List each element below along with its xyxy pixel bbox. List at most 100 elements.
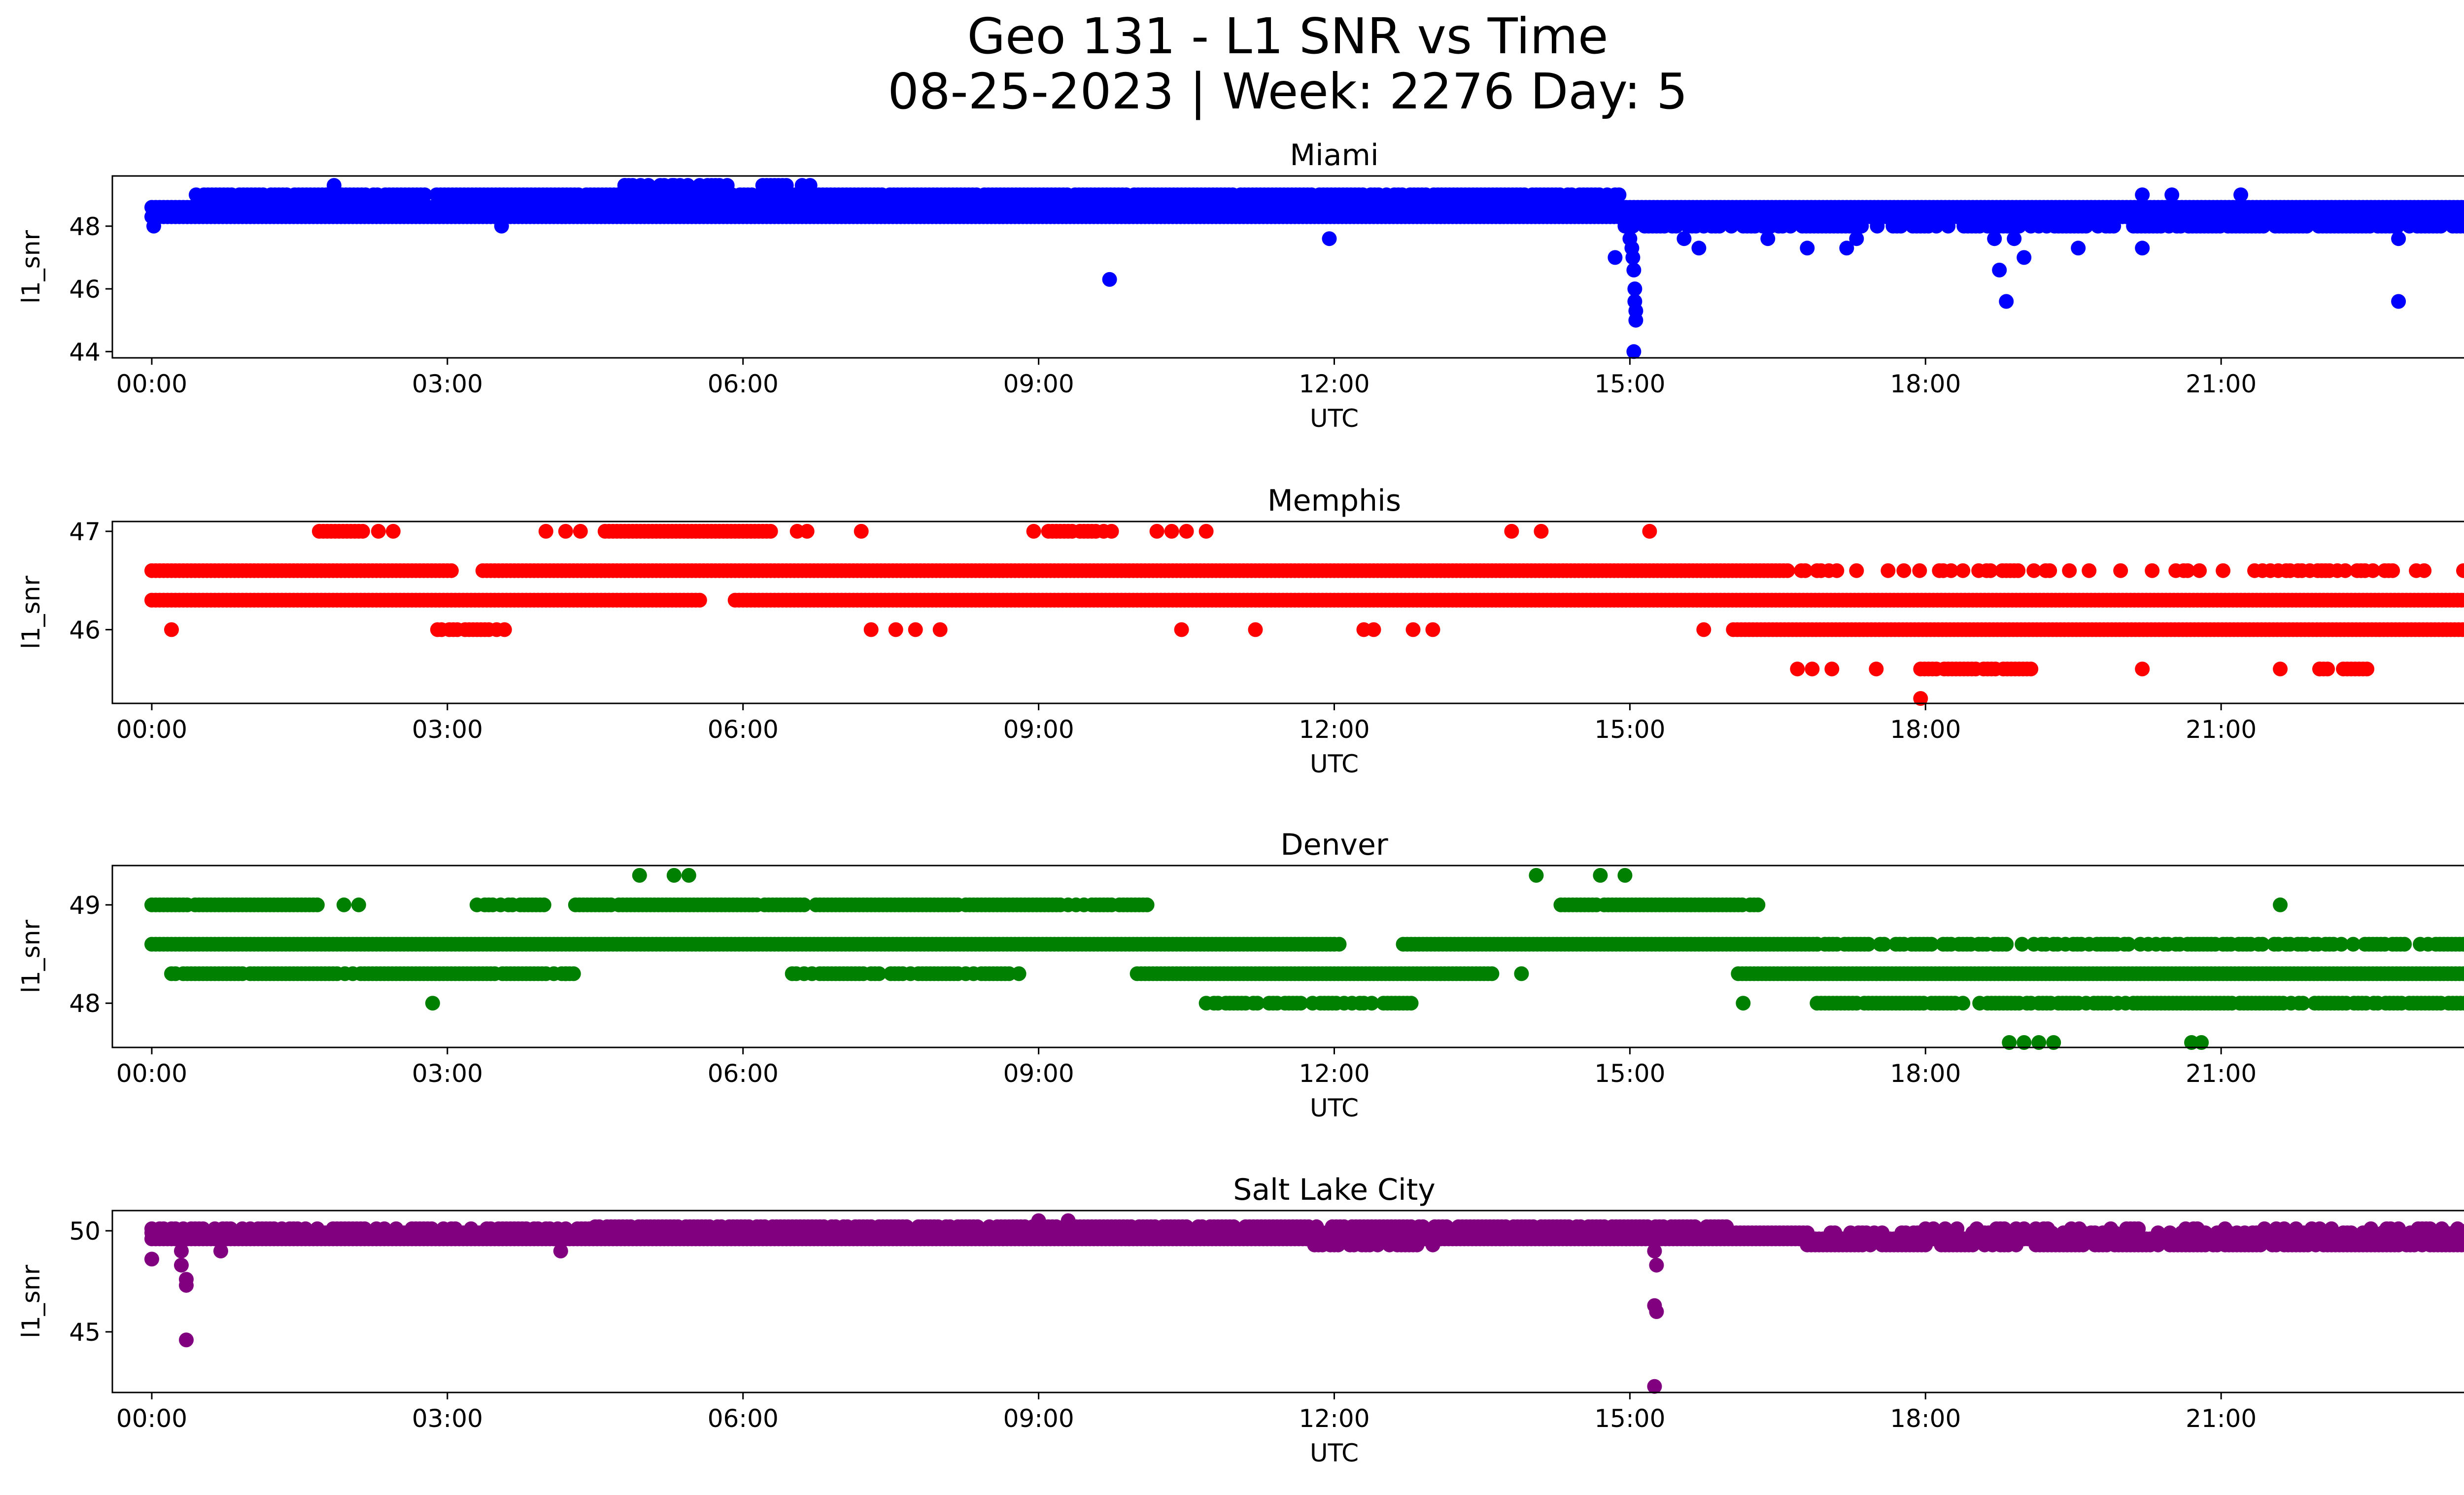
data-point [1627, 281, 1643, 296]
x-tick-label: 09:00 [1003, 1059, 1074, 1088]
data-point [1514, 966, 1529, 981]
data-point [763, 523, 778, 539]
data-point [1849, 563, 1864, 578]
data-point [1783, 218, 1798, 234]
y-axis-label: l1_snr [17, 230, 45, 304]
data-point [1955, 563, 1971, 578]
data-point [351, 897, 366, 912]
data-point [1736, 996, 1751, 1011]
data-point [309, 897, 325, 912]
data-point [2017, 250, 2032, 265]
data-point [1322, 231, 1337, 246]
x-tick-label: 21:00 [2186, 370, 2257, 398]
data-point [2433, 218, 2448, 234]
data-point [1425, 622, 1440, 637]
x-tick-label: 09:00 [1003, 370, 1074, 398]
data-point [538, 523, 553, 539]
data-point [1529, 868, 1544, 883]
scatter-series [144, 523, 2464, 706]
data-point [2462, 202, 2464, 212]
data-point [2062, 563, 2077, 578]
x-axis-label: UTC [1310, 1094, 1359, 1122]
data-point [1174, 622, 1189, 637]
data-point [536, 897, 551, 912]
data-point [1104, 523, 1119, 539]
x-tick-label: 12:00 [1299, 715, 1369, 744]
data-point [1628, 313, 1643, 328]
data-point [1611, 187, 1627, 203]
data-point [573, 523, 588, 539]
data-point [385, 523, 401, 539]
data-point [1102, 272, 1117, 287]
y-tick-label: 48 [69, 989, 101, 1018]
data-point [908, 622, 923, 637]
data-point [2042, 563, 2057, 578]
data-point [1403, 996, 1419, 1011]
data-point [417, 187, 432, 203]
data-point [1881, 563, 1896, 578]
y-tick-label: 44 [69, 338, 101, 366]
data-point [1805, 661, 1820, 677]
data-point [1332, 937, 1347, 952]
data-point [2417, 563, 2432, 578]
data-point [1824, 661, 1840, 677]
data-point [1992, 262, 2007, 278]
data-point [1724, 218, 1739, 234]
x-tick-label: 15:00 [1594, 370, 1665, 398]
data-point [326, 178, 342, 193]
x-tick-label: 03:00 [412, 370, 483, 398]
x-tick-label: 00:00 [116, 1059, 187, 1088]
data-point [2007, 231, 2022, 246]
data-point [1999, 937, 2014, 952]
data-point [863, 622, 879, 637]
x-tick-label: 00:00 [116, 715, 187, 744]
data-point [1854, 218, 1869, 234]
data-point [641, 178, 656, 193]
data-point [2106, 218, 2122, 234]
subplot-title: Denver [1280, 828, 1388, 862]
x-tick-label: 06:00 [708, 1059, 779, 1088]
data-point [1870, 218, 1885, 234]
x-tick-label: 00:00 [116, 370, 187, 398]
data-point [2312, 661, 2327, 677]
y-axis-label: l1_snr [17, 920, 45, 993]
data-point [1248, 622, 1263, 637]
data-point [666, 868, 682, 883]
data-point [1504, 523, 1519, 539]
data-point [2256, 218, 2271, 234]
data-point [1626, 262, 1642, 278]
data-point [802, 178, 818, 193]
data-point [2135, 241, 2150, 256]
data-point [336, 897, 351, 912]
x-axis-label: UTC [1310, 404, 1359, 433]
data-point [1790, 661, 1805, 677]
data-point [1642, 523, 1657, 539]
data-point [1026, 523, 1041, 539]
figure-title-line-2: 08-25-2023 | Week: 2276 Day: 5 [888, 63, 1688, 120]
subplot-title: Miami [1290, 138, 1378, 173]
x-tick-label: 09:00 [1003, 715, 1074, 744]
data-point [1712, 218, 1727, 234]
x-tick-label: 18:00 [1890, 715, 1961, 744]
x-tick-label: 18:00 [1890, 370, 1961, 398]
data-point [1669, 218, 1684, 234]
y-axis-label: l1_snr [17, 576, 45, 649]
data-point [799, 523, 815, 539]
data-point [146, 209, 161, 224]
data-point [1593, 868, 1608, 883]
data-point [2360, 661, 2375, 677]
x-tick-label: 03:00 [412, 715, 483, 744]
data-point [494, 218, 509, 234]
data-point [2192, 563, 2207, 578]
data-point [1484, 966, 1500, 981]
data-point [1405, 622, 1421, 637]
data-point [1149, 523, 1164, 539]
scatter-series [144, 1213, 2464, 1394]
data-point [2390, 218, 2405, 234]
data-point [1750, 897, 1766, 912]
data-point [680, 178, 695, 193]
